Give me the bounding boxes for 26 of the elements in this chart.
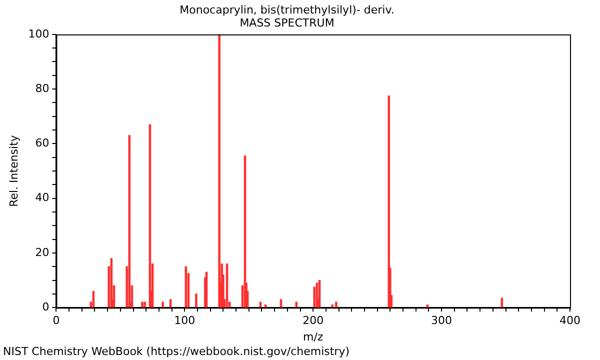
- y-tick-label: 80: [35, 82, 50, 95]
- y-tick-label: 40: [35, 191, 50, 204]
- x-tick-label: 300: [431, 314, 452, 328]
- bar: [141, 302, 144, 308]
- y-axis-title: Rel. Intensity: [7, 134, 20, 207]
- y-tick-label: 0: [42, 300, 50, 314]
- bar: [335, 302, 338, 308]
- y-tick-label: 100: [28, 27, 50, 40]
- x-tick-label: 100: [174, 314, 196, 328]
- x-tick-label: 0: [52, 314, 60, 328]
- bar: [162, 302, 164, 308]
- bar: [331, 304, 334, 308]
- bar: [500, 298, 504, 308]
- y-tick-label: 20: [35, 246, 50, 259]
- bar: [426, 304, 429, 308]
- bar: [264, 304, 267, 308]
- bar: [218, 34, 220, 308]
- bar: [195, 294, 198, 308]
- chart-title: Monocaprylin, bis(trimethylsilyl)- deriv.: [180, 3, 394, 16]
- text: NIST Chemistry WebBook (https://webbook.nist.gov/chemistry): [3, 345, 350, 358]
- y-tick-label: 60: [35, 136, 50, 150]
- bar: [144, 302, 146, 308]
- chart-subtitle: MASS SPECTRUM: [240, 16, 334, 30]
- x-tick-label: 200: [302, 314, 324, 328]
- x-axis-title: m/z: [302, 330, 324, 344]
- x-tick-label: 400: [560, 314, 580, 328]
